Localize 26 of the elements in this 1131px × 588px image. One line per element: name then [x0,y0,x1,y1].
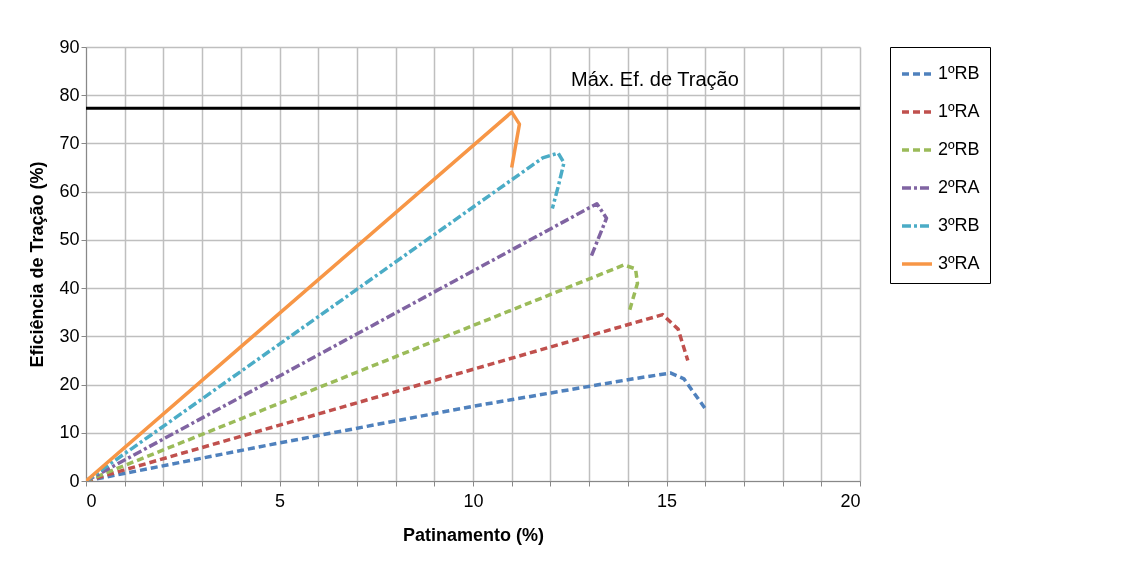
x-tick-label: 15 [656,490,678,511]
y-tick-label: 80 [59,84,80,105]
ref-line-label: Máx. Ef. de Tração [570,68,739,91]
x-tick-label: 10 [463,490,484,511]
y-tick-label: 10 [59,422,80,443]
y-tick-label: 30 [59,325,80,346]
y-tick-label: 60 [59,181,80,202]
legend-label: 3ºRB [938,215,980,235]
x-tick-label: 0 [86,490,97,511]
legend-label: 2ºRA [938,177,980,197]
x-axis-title: Patinamento (%) [402,524,545,545]
y-axis-title: Eficiência de Tração (%) [27,161,48,368]
y-tick-label: 40 [59,277,80,298]
legend-label: 3ºRA [938,253,980,273]
legend-label: 2ºRB [938,139,980,159]
y-tick-label: 50 [59,229,80,250]
y-tick-label: 70 [59,132,80,153]
legend-label: 1ºRB [938,63,980,83]
legend-label: 1ºRA [938,101,980,121]
y-tick-label: 90 [59,36,80,57]
x-tick-label: 20 [840,490,861,511]
x-tick-label: 5 [274,490,286,511]
line-series [86,151,566,481]
y-tick-label: 0 [69,470,80,491]
line-series [86,110,522,481]
y-tick-label: 20 [59,374,80,395]
